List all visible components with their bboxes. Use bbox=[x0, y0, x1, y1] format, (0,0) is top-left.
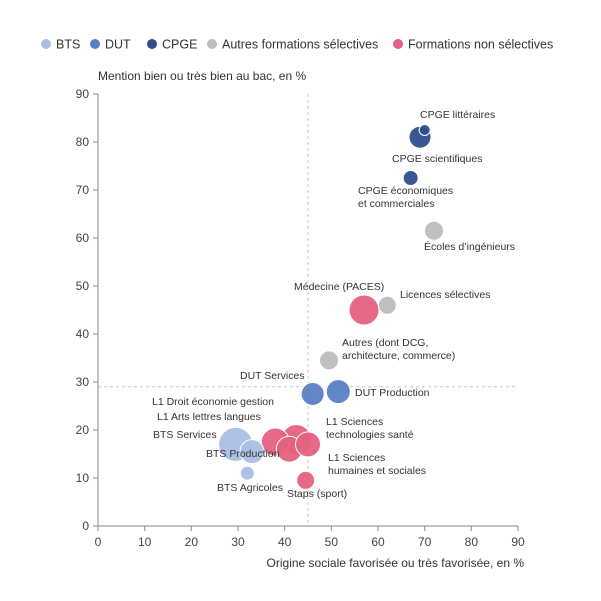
y-tick-label: 20 bbox=[76, 423, 90, 437]
bubble-label: Médecine (PACES) bbox=[294, 281, 384, 293]
bubble-cpge-litt-raires bbox=[418, 124, 431, 136]
legend-label: Autres formations sélectives bbox=[222, 38, 378, 52]
bubble-label: CPGE économiques et commerciales bbox=[358, 185, 453, 210]
bubble-label: BTS Production bbox=[206, 448, 280, 460]
x-tick-label: 50 bbox=[325, 535, 339, 549]
bubble-label: Autres (dont DCG, architecture, commerce) bbox=[342, 337, 455, 362]
legend-label: Formations non sélectives bbox=[408, 38, 553, 52]
x-axis-title: Origine sociale favorisée ou très favori… bbox=[267, 556, 525, 570]
bubble-dut-production bbox=[325, 379, 351, 405]
x-tick-label: 20 bbox=[185, 535, 199, 549]
bubble-label: BTS Services bbox=[153, 429, 217, 441]
bubble-label: Licences sélectives bbox=[400, 289, 490, 301]
bubble-coles-d-ing-nieurs bbox=[424, 220, 444, 241]
axes: 0 10 20 30 40 50 60 70 80 90 0 10 20 30 40 50 60 70 80 90 bbox=[76, 87, 525, 549]
legend-marker bbox=[207, 39, 217, 49]
bubble-bts-production bbox=[239, 439, 265, 465]
y-tick-label: 90 bbox=[76, 87, 90, 101]
bubble-label: Écoles d’ingénieurs bbox=[424, 240, 515, 253]
bubble-label: Staps (sport) bbox=[287, 488, 347, 500]
x-tick-label: 30 bbox=[231, 535, 245, 549]
bubble-l1-sciences-humaines-et-sociales bbox=[295, 431, 321, 458]
bubble-label: L1 Droit économie gestion bbox=[152, 396, 274, 408]
x-tick-label: 40 bbox=[278, 535, 292, 549]
bubble-label: DUT Production bbox=[355, 387, 430, 399]
legend: BTS DUT CPGE Autres formations sélectives Fo… bbox=[41, 38, 553, 52]
legend-label: CPGE bbox=[162, 38, 197, 52]
y-tick-label: 30 bbox=[76, 375, 90, 389]
legend-marker bbox=[90, 39, 100, 49]
bubble-label: L1 Sciences technologies santé bbox=[326, 416, 414, 441]
bubble-autres-dont-dcg-architecture-commerce bbox=[319, 350, 339, 371]
bubble-label: BTS Agricoles bbox=[217, 482, 283, 494]
y-tick-label: 60 bbox=[76, 231, 90, 245]
bubble-licences-s-lectives bbox=[377, 295, 397, 315]
x-tick-label: 0 bbox=[95, 535, 102, 549]
bubble-staps-sport bbox=[296, 470, 316, 490]
bubble-m-decine-paces bbox=[348, 294, 380, 326]
legend-label: BTS bbox=[56, 38, 80, 52]
bubbles bbox=[218, 124, 444, 490]
y-axis-title: Mention bien ou très bien au bac, en % bbox=[98, 69, 306, 83]
y-tick-label: 80 bbox=[76, 135, 90, 149]
y-tick-label: 50 bbox=[76, 279, 90, 293]
y-tick-label: 0 bbox=[82, 519, 89, 533]
bubble-labels: CPGE littéraires CPGE scientifiques CPGE é… bbox=[152, 109, 515, 500]
x-tick-label: 60 bbox=[371, 535, 385, 549]
bubble-bts-agricoles bbox=[239, 465, 255, 481]
x-tick-label: 10 bbox=[138, 535, 152, 549]
y-tick-label: 40 bbox=[76, 327, 90, 341]
bubble-label: DUT Services bbox=[240, 370, 305, 382]
bubble-cpge-conomiques-et-commerciales bbox=[402, 170, 419, 186]
legend-marker bbox=[393, 39, 403, 49]
legend-marker bbox=[41, 39, 51, 49]
x-tick-label: 90 bbox=[511, 535, 525, 549]
bubble-dut-services bbox=[300, 382, 325, 406]
legend-marker bbox=[147, 39, 157, 49]
y-tick-label: 70 bbox=[76, 183, 90, 197]
bubble-label: L1 Arts lettres langues bbox=[157, 411, 261, 423]
bubble-label: CPGE littéraires bbox=[420, 109, 495, 121]
bubble-label: CPGE scientifiques bbox=[392, 153, 482, 165]
y-tick-label: 10 bbox=[76, 471, 90, 485]
bubble-label: L1 Sciences humaines et sociales bbox=[328, 452, 426, 477]
legend-label: DUT bbox=[105, 38, 131, 52]
x-tick-label: 70 bbox=[418, 535, 432, 549]
x-tick-label: 80 bbox=[465, 535, 479, 549]
